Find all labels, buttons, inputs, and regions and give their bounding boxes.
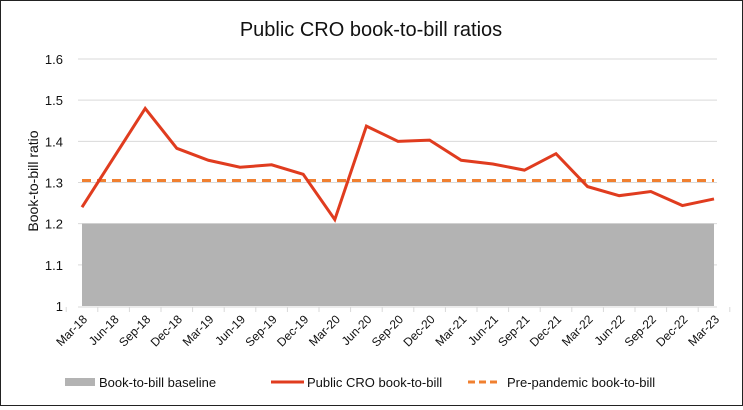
x-axis-ticks: Mar-18Jun-18Sep-18Dec-18Mar-19Jun-19Sep-… bbox=[53, 307, 729, 349]
legend-label-cro: Public CRO book-to-bill bbox=[307, 375, 442, 390]
y-tick-label: 1.1 bbox=[45, 258, 63, 273]
y-axis-ticks: 1 1.1 1.2 1.3 1.4 1.5 1.6 bbox=[45, 52, 63, 314]
x-tick-label: Sep-18 bbox=[116, 312, 153, 349]
x-tick-label: Mar-23 bbox=[685, 312, 722, 349]
x-tick-label: Mar-20 bbox=[306, 312, 343, 349]
y-tick-label: 1.5 bbox=[45, 93, 63, 108]
x-tick-label: Jun-22 bbox=[591, 312, 627, 348]
x-tick-label: Dec-21 bbox=[527, 312, 564, 349]
cro-line bbox=[82, 108, 714, 219]
legend-label-baseline: Book-to-bill baseline bbox=[99, 375, 216, 390]
y-tick-label: 1.6 bbox=[45, 52, 63, 67]
y-tick-label: 1.4 bbox=[45, 134, 63, 149]
chart-title: Public CRO book-to-bill ratios bbox=[240, 19, 502, 41]
x-tick-label: Jun-19 bbox=[212, 312, 248, 348]
x-tick-label: Dec-20 bbox=[400, 312, 437, 349]
y-tick-label: 1.2 bbox=[45, 217, 63, 232]
x-tick-label: Sep-20 bbox=[369, 312, 406, 349]
x-tick-label: Mar-22 bbox=[559, 312, 596, 349]
baseline-area bbox=[82, 224, 714, 306]
baseline-area-group bbox=[82, 224, 714, 306]
x-tick-label: Sep-21 bbox=[495, 312, 532, 349]
x-tick-label: Sep-22 bbox=[622, 312, 659, 349]
y-tick-label: 1 bbox=[56, 299, 63, 314]
legend-label-prepandemic: Pre-pandemic book-to-bill bbox=[507, 375, 655, 390]
y-axis-label: Book-to-bill ratio bbox=[25, 130, 41, 231]
legend-swatch-baseline bbox=[65, 378, 95, 386]
x-tick-label: Dec-18 bbox=[148, 312, 185, 349]
x-tick-label: Dec-19 bbox=[274, 312, 311, 349]
x-tick-label: Jun-18 bbox=[86, 312, 122, 348]
legend: Book-to-bill baseline Public CRO book-to-… bbox=[65, 375, 655, 390]
cro-line-group bbox=[82, 108, 714, 219]
x-tick-label: Dec-22 bbox=[653, 312, 690, 349]
x-tick-label: Jun-20 bbox=[339, 312, 375, 348]
y-tick-label: 1.3 bbox=[45, 176, 63, 191]
x-tick-label: Mar-19 bbox=[180, 312, 217, 349]
x-tick-label: Mar-18 bbox=[53, 312, 90, 349]
x-tick-label: Sep-19 bbox=[242, 312, 279, 349]
x-tick-label: Mar-21 bbox=[433, 312, 470, 349]
x-tick-label: Jun-21 bbox=[465, 312, 501, 348]
